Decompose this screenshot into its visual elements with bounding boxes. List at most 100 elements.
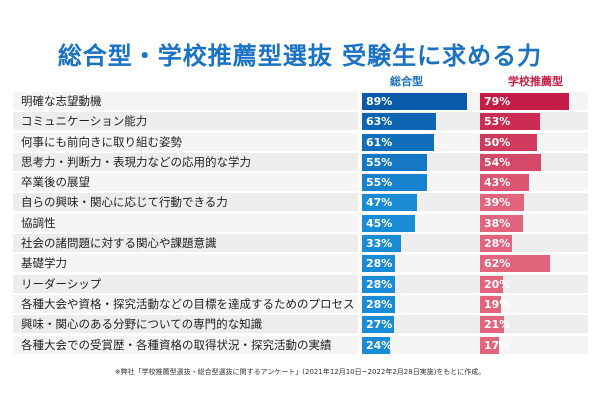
bar-sogogata: 61% — [362, 133, 434, 151]
chart-row: リーダーシップ 28% 20% — [13, 274, 588, 293]
bar-gakko-suisengata: 38% — [480, 214, 523, 232]
chart-row: 興味・関心のある分野についての専門的な知識 27% 21% — [13, 315, 588, 334]
row-band — [13, 213, 358, 232]
row-band — [13, 274, 358, 293]
data-label: 54% — [484, 155, 511, 169]
data-label: 24% — [366, 338, 393, 352]
data-label: 50% — [484, 135, 511, 149]
row-band — [13, 294, 358, 313]
chart-row: 基礎学力 28% 62% — [13, 254, 588, 273]
data-label: 89% — [366, 95, 393, 108]
data-label: 53% — [484, 115, 511, 129]
bar-sogogata: 45% — [362, 214, 415, 232]
data-label: 43% — [484, 176, 511, 190]
row-band — [480, 294, 588, 313]
data-label: 79% — [484, 95, 511, 108]
legend-gakko-suisengata: 学校推薦型 — [508, 75, 563, 88]
bar-gakko-suisengata: 19% — [480, 295, 510, 313]
data-label: 55% — [366, 176, 393, 190]
data-label: 38% — [484, 216, 511, 230]
chart-row: 自らの興味・関心に応じて行動できる力 47% 39% — [13, 193, 588, 212]
row-band — [13, 112, 358, 131]
row-band — [13, 254, 358, 273]
data-label: 17% — [484, 338, 511, 352]
bar-sogogata: 89% — [362, 93, 467, 110]
row-band — [13, 173, 358, 192]
data-label: 20% — [484, 277, 511, 291]
bar-sogogata: 55% — [362, 174, 427, 192]
bar-sogogata: 28% — [362, 295, 395, 313]
data-label: 39% — [484, 196, 511, 210]
data-label: 62% — [484, 257, 511, 271]
data-label: 45% — [366, 216, 393, 230]
category-label: 自らの興味・関心に応じて行動できる力 — [21, 195, 228, 210]
bar-gakko-suisengata: 39% — [480, 194, 524, 212]
bar-sogogata: 24% — [362, 336, 393, 354]
row-band — [13, 315, 358, 334]
category-label: 基礎学力 — [21, 256, 67, 271]
bar-sogogata: 28% — [362, 255, 395, 273]
legend-sogogata: 総合型 — [390, 75, 423, 88]
data-label: 21% — [484, 318, 511, 332]
chart-row: 卒業後の展望 55% 43% — [13, 173, 588, 192]
data-label: 28% — [484, 237, 511, 251]
category-label: 各種大会や資格・探究活動などの目標を達成するためのプロセス — [21, 296, 355, 311]
data-label: 33% — [366, 237, 393, 251]
category-label: 卒業後の展望 — [21, 175, 90, 190]
category-label: 思考力・判断力・表現力などの応用的な学力 — [21, 154, 251, 169]
category-label: 何事にも前向きに取り組む姿勢 — [21, 134, 182, 149]
bar-sogogata: 55% — [362, 153, 427, 171]
chart-title: 総合型・学校推薦型選抜 受験生に求める力 — [57, 42, 543, 70]
row-band — [13, 234, 358, 253]
row-band — [480, 274, 588, 293]
chart-row: コミュニケーション能力 63% 53% — [13, 112, 588, 131]
bar-gakko-suisengata: 53% — [480, 113, 540, 131]
bar-sogogata: 27% — [362, 316, 394, 334]
chart-row: 社会の諸問題に対する関心や課題意識 33% 28% — [13, 234, 588, 253]
data-label: 28% — [366, 297, 393, 311]
bar-gakko-suisengata: 17% — [480, 336, 510, 354]
chart-rows: 明確な志望動機 89% 79% コミュニケーション能力 63% 53% 何事にも前向きに取り… — [13, 92, 588, 356]
chart-row: 協調性 45% 38% — [13, 213, 588, 232]
data-label: 61% — [366, 135, 393, 149]
row-band — [13, 132, 358, 151]
category-label: 各種大会での受賞歴・各種資格の取得状況・探究活動の実績 — [21, 337, 332, 352]
category-label: 明確な志望動機 — [21, 94, 102, 108]
bar-sogogata: 28% — [362, 275, 395, 293]
row-band — [362, 335, 480, 354]
bar-gakko-suisengata: 21% — [480, 316, 510, 334]
chart-row: 各種大会での受賞歴・各種資格の取得状況・探究活動の実績 24% 17% — [13, 335, 588, 354]
bar-gakko-suisengata: 54% — [480, 153, 541, 171]
category-label: 協調性 — [21, 215, 56, 230]
category-label: コミュニケーション能力 — [21, 114, 148, 129]
row-band — [480, 315, 588, 334]
data-label: 47% — [366, 196, 393, 210]
footnote: ※弊社「学校推薦型選抜・総合型選抜に関するアンケート」(2021年12月10日~… — [114, 368, 486, 376]
row-band — [13, 193, 358, 212]
row-band — [13, 152, 358, 171]
bar-sogogata: 63% — [362, 113, 436, 131]
bar-sogogata: 47% — [362, 194, 417, 212]
row-band — [13, 92, 358, 110]
data-label: 27% — [366, 318, 393, 332]
bar-gakko-suisengata: 62% — [480, 255, 550, 273]
data-label: 28% — [366, 257, 393, 271]
row-band — [480, 335, 588, 354]
bar-gakko-suisengata: 28% — [480, 235, 512, 253]
bar-gakko-suisengata: 43% — [480, 174, 529, 192]
data-label: 63% — [366, 115, 393, 129]
bar-gakko-suisengata: 20% — [480, 275, 510, 293]
bar-gakko-suisengata: 50% — [480, 133, 537, 151]
bar-sogogata: 33% — [362, 235, 401, 253]
category-label: 興味・関心のある分野についての専門的な知識 — [21, 317, 263, 332]
data-label: 28% — [366, 277, 393, 291]
data-label: 19% — [484, 297, 511, 311]
chart-row: 明確な志望動機 89% 79% — [13, 92, 588, 110]
chart-row: 各種大会や資格・探究活動などの目標を達成するためのプロセス 28% 19% — [13, 294, 588, 313]
category-label: リーダーシップ — [21, 276, 102, 291]
row-band — [13, 335, 358, 354]
category-label: 社会の諸問題に対する関心や課題意識 — [21, 236, 217, 251]
bar-gakko-suisengata: 79% — [480, 93, 569, 110]
data-label: 55% — [366, 155, 393, 169]
chart-row: 何事にも前向きに取り組む姿勢 61% 50% — [13, 132, 588, 151]
